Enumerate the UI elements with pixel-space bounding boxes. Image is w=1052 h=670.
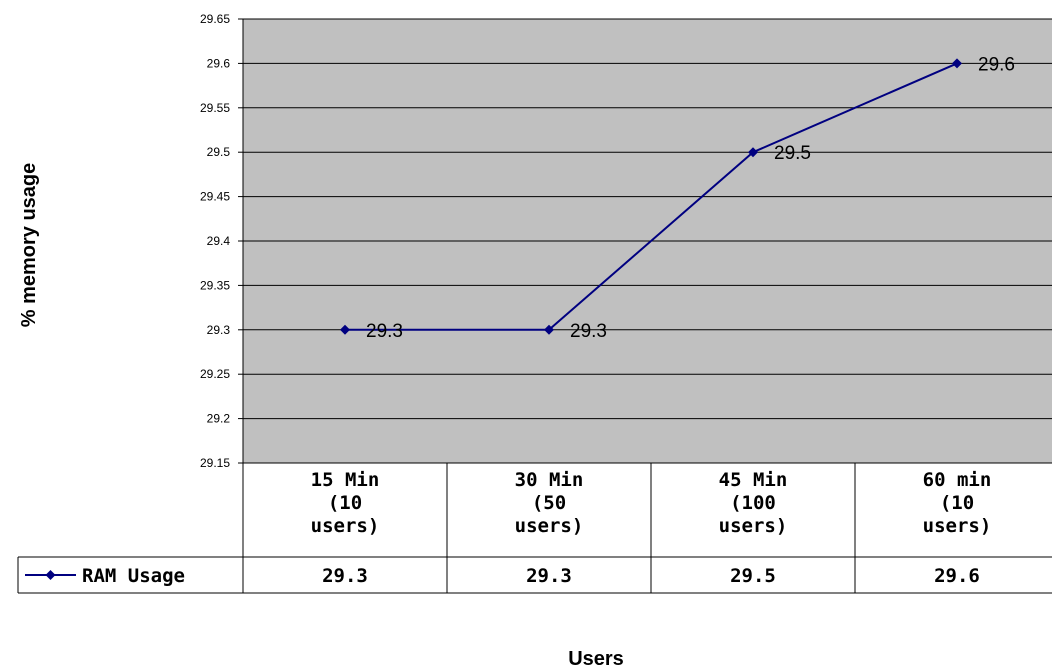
x-category-label: 30 Min — [515, 469, 584, 491]
y-tick-label: 29.2 — [207, 412, 231, 426]
x-category-label: users) — [515, 515, 584, 537]
y-axis-title: % memory usage — [18, 163, 40, 328]
y-tick-label: 29.15 — [200, 456, 230, 470]
x-category-label: 15 Min — [311, 469, 380, 491]
x-axis-title: Users — [568, 648, 624, 670]
legend-label: RAM Usage — [82, 565, 185, 587]
table-value: 29.5 — [730, 565, 776, 587]
x-category-label: (10 — [940, 492, 974, 514]
gridlines — [238, 18, 1052, 464]
data-point — [544, 324, 554, 335]
table-value: 29.3 — [526, 565, 572, 587]
y-tick-label: 29.65 — [200, 12, 230, 26]
x-category-label: (100 — [730, 492, 776, 514]
y-tick-label: 29.5 — [207, 145, 231, 159]
y-tick-label: 29.35 — [200, 278, 230, 292]
data-label: 29.3 — [570, 321, 607, 342]
x-category-label: (10 — [328, 492, 362, 514]
table-value: 29.6 — [934, 565, 980, 587]
y-tick-label: 29.55 — [200, 101, 230, 115]
y-tick-label: 29.45 — [200, 190, 230, 204]
x-category-label: 45 Min — [719, 469, 788, 491]
data-labels: 29.3 29.3 29.5 29.6 — [366, 54, 1015, 341]
data-label: 29.6 — [978, 54, 1015, 75]
series-line — [345, 62, 958, 331]
data-label: 29.5 — [774, 143, 811, 164]
x-category-label: users) — [311, 515, 380, 537]
y-tick-label: 29.4 — [207, 234, 231, 248]
legend-marker — [45, 570, 56, 580]
data-point — [952, 58, 962, 69]
data-point — [748, 147, 758, 158]
table-value: 29.3 — [322, 565, 368, 587]
data-label: 29.3 — [366, 321, 403, 342]
x-category-label: 60 min — [923, 469, 992, 491]
y-axis-ticks: 29.15 29.2 29.25 29.3 29.35 29.4 29.45 29.5 29.5… — [200, 12, 230, 470]
x-category-label: users) — [923, 515, 992, 537]
y-tick-label: 29.6 — [207, 56, 231, 70]
y-tick-label: 29.25 — [200, 367, 230, 381]
y-tick-label: 29.3 — [207, 323, 231, 337]
data-point — [340, 324, 350, 335]
x-category-label: users) — [719, 515, 788, 537]
series-ram-usage — [340, 58, 962, 335]
x-category-label: (50 — [532, 492, 566, 514]
